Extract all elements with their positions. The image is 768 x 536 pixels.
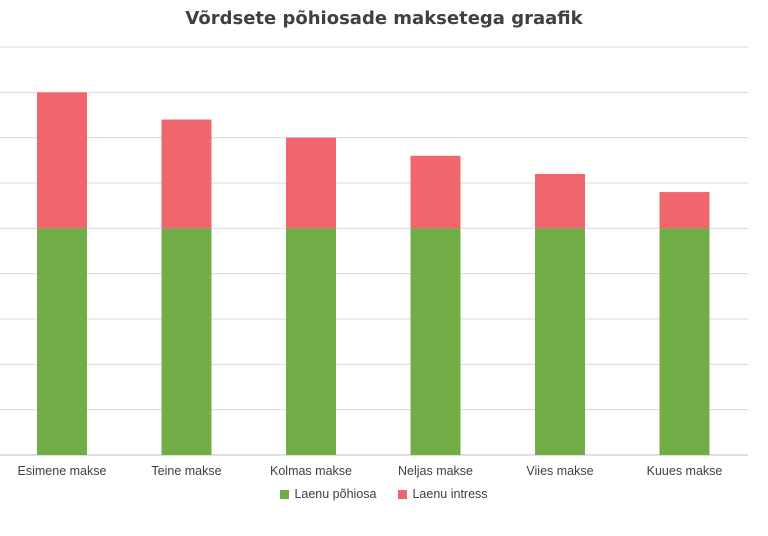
bar-segment-principal: [37, 228, 87, 455]
bar-segment-interest: [410, 155, 461, 229]
bar-segment-principal: [286, 228, 336, 455]
legend-item-interest: Laenu intress: [398, 487, 488, 501]
bar-segment-principal: [161, 228, 212, 455]
legend-label-interest: Laenu intress: [412, 487, 488, 501]
bar-segment-principal: [535, 228, 585, 455]
chart-title: Võrdsete põhiosade maksetega graafik: [185, 8, 583, 29]
bar-segment-interest: [161, 119, 212, 229]
x-tick-label: Esimene makse: [18, 464, 107, 478]
x-tick-label: Kolmas makse: [270, 464, 352, 478]
legend-swatch-principal: [280, 489, 290, 499]
bar-segment-interest: [286, 137, 336, 229]
gridlines: [0, 46, 748, 456]
x-tick-label: Neljas makse: [398, 464, 473, 478]
bars: [37, 92, 710, 455]
x-tick-label: Kuues makse: [647, 464, 723, 478]
bar-segment-principal: [410, 228, 461, 455]
x-tick-label: Teine makse: [151, 464, 221, 478]
x-tick-label: Viies makse: [526, 464, 593, 478]
bar-segment-interest: [535, 173, 585, 229]
bar-segment-interest: [37, 92, 87, 229]
legend-label-principal: Laenu põhiosa: [294, 487, 377, 501]
legend-swatch-interest: [398, 489, 408, 499]
bar-segment-principal: [659, 228, 710, 455]
x-tick-labels: Esimene makse Teine makse Kolmas makse Nelj…: [18, 464, 723, 478]
bar-segment-interest: [659, 192, 710, 229]
legend-item-principal: Laenu põhiosa: [280, 487, 376, 501]
legend: Laenu põhiosa Laenu intress: [0, 487, 768, 501]
